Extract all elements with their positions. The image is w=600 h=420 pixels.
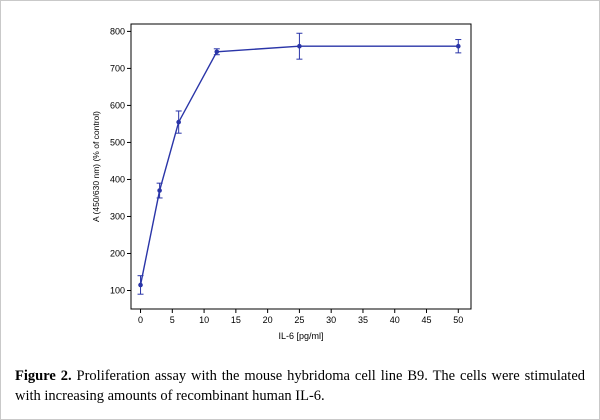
x-tick-label: 10 xyxy=(199,315,209,325)
data-point xyxy=(176,119,181,125)
data-point xyxy=(297,43,302,49)
x-tick-label: 15 xyxy=(231,315,241,325)
y-tick-label: 600 xyxy=(110,100,125,110)
chart-svg: 100 200 300 400 500 600 700 800 0 5 10 15 20 25 30 35 40… xyxy=(91,23,472,341)
x-tick-label: 30 xyxy=(326,315,336,325)
x-tick-label: 35 xyxy=(358,315,368,325)
y-tick-label: 700 xyxy=(110,63,125,73)
caption-text: Proliferation assay with the mouse hybri… xyxy=(15,368,586,404)
caption-label: Figure 2. xyxy=(15,368,72,384)
y-tick-label: 100 xyxy=(110,285,125,295)
y-tick-label: 800 xyxy=(110,26,125,36)
x-tick-label: 25 xyxy=(294,315,304,325)
data-line xyxy=(139,45,459,286)
y-axis-label: A (450/630 nm) (% of control) xyxy=(91,111,101,222)
x-tick-label: 0 xyxy=(138,315,143,325)
x-tick-label: 5 xyxy=(170,315,175,325)
x-tick-label: 40 xyxy=(390,315,400,325)
data-point xyxy=(455,43,461,49)
x-tick-label: 45 xyxy=(422,315,432,325)
figure-caption: Figure 2. Proliferation assay with the m… xyxy=(15,367,585,406)
x-tick-label: 50 xyxy=(453,315,463,325)
proliferation-chart: 100 200 300 400 500 600 700 800 0 5 10 15 20 25 30 35 40… xyxy=(86,9,486,357)
x-axis-label: IL-6 [pg/ml] xyxy=(278,331,323,341)
y-tick-label: 300 xyxy=(110,211,125,221)
x-tick-label: 20 xyxy=(263,315,273,325)
data-point xyxy=(138,282,143,288)
plot-box xyxy=(130,23,472,310)
y-tick-label: 400 xyxy=(110,174,125,184)
data-point xyxy=(214,49,220,55)
data-point xyxy=(157,188,162,193)
y-tick-label: 200 xyxy=(110,248,125,258)
y-tick-label: 500 xyxy=(110,137,125,147)
